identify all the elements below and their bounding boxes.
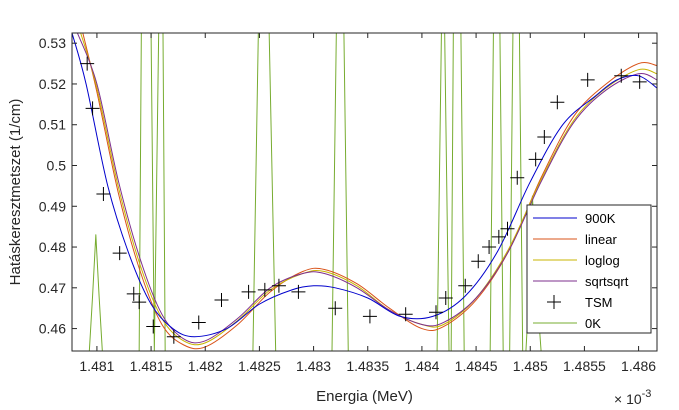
x-exponent-label: × 10-3 xyxy=(614,388,651,407)
data-point xyxy=(132,295,147,310)
y-tick-label: 0.51 xyxy=(39,117,66,133)
legend: 900K linear loglog sqrtsqrt TSM 0K xyxy=(526,204,652,334)
data-point xyxy=(614,68,629,83)
data-point xyxy=(166,329,181,344)
legend-label-tsm: TSM xyxy=(585,295,612,310)
data-point xyxy=(126,286,141,301)
x-tick-label: 1.4835 xyxy=(346,358,389,374)
data-point xyxy=(429,305,443,320)
y-tick-label: 0.5 xyxy=(47,158,67,174)
data-point xyxy=(500,221,515,236)
data-point xyxy=(241,284,256,299)
x-exponent-base: × 10 xyxy=(614,391,642,407)
legend-swatch-tsm xyxy=(547,295,561,309)
y-tick-label: 0.53 xyxy=(39,35,66,51)
legend-items: 900K linear loglog sqrtsqrt TSM 0K xyxy=(533,211,629,331)
data-point xyxy=(271,278,286,293)
legend-label-loglog: loglog xyxy=(585,253,620,268)
series-tsm xyxy=(80,56,647,344)
data-point xyxy=(191,315,206,330)
data-point xyxy=(550,95,565,110)
x-axis-label: Energia (MeV) xyxy=(316,388,413,405)
x-tick-label: 1.484 xyxy=(404,358,439,374)
y-tick-label: 0.46 xyxy=(39,321,66,337)
legend-label-linear: linear xyxy=(585,232,617,247)
x-tick-label: 1.4845 xyxy=(455,358,498,374)
x-tick-label: 1.481 xyxy=(79,358,114,374)
legend-label-0k: 0K xyxy=(585,316,601,331)
y-axis-label: Hatáskeresztmetszet (1/cm) xyxy=(7,99,24,286)
series-line-loglog xyxy=(80,33,657,346)
x-tick-label: 1.4815 xyxy=(130,358,173,374)
y-tick-label: 0.48 xyxy=(39,239,66,255)
data-point xyxy=(85,101,100,116)
x-tick-label: 1.485 xyxy=(513,358,548,374)
x-tick-label: 1.483 xyxy=(296,358,331,374)
legend-label-sqrtsqrt: sqrtsqrt xyxy=(585,274,629,289)
y-tick-label: 0.49 xyxy=(39,198,66,214)
data-point xyxy=(146,319,161,334)
x-tick-label: 1.486 xyxy=(621,358,656,374)
data-point xyxy=(112,246,127,261)
ticks-layer: 1.481 1.4815 1.482 1.4825 1.483 1.4835 1.484 1.… xyxy=(39,33,657,374)
x-tick-label: 1.4825 xyxy=(238,358,281,374)
data-point xyxy=(328,301,343,316)
legend-box xyxy=(526,204,652,334)
data-point xyxy=(632,74,647,89)
x-tick-label: 1.482 xyxy=(188,358,223,374)
data-point xyxy=(482,240,497,255)
data-point xyxy=(291,284,306,299)
data-point xyxy=(537,129,552,144)
x-tick-label: 1.4855 xyxy=(563,358,606,374)
series-line-linear xyxy=(82,33,657,350)
data-point xyxy=(528,152,543,167)
plot-frame xyxy=(71,32,658,352)
data-point xyxy=(96,187,111,202)
series-line-900k xyxy=(72,33,657,338)
data-point xyxy=(491,229,506,244)
data-point xyxy=(80,56,95,71)
data-point xyxy=(458,278,473,293)
series-layer xyxy=(72,33,657,351)
data-point xyxy=(257,282,272,297)
data-point xyxy=(471,254,486,269)
data-point xyxy=(438,291,453,305)
y-tick-label: 0.47 xyxy=(39,280,66,296)
y-tick-label: 0.52 xyxy=(39,76,66,92)
data-point xyxy=(580,72,595,87)
data-point xyxy=(362,309,377,324)
data-point xyxy=(214,293,229,308)
legend-label-900k: 900K xyxy=(585,211,616,226)
data-point xyxy=(398,307,413,322)
series-line-sqrtsqrt xyxy=(76,33,657,344)
data-point xyxy=(510,170,525,185)
x-exponent-power: -3 xyxy=(642,388,652,400)
